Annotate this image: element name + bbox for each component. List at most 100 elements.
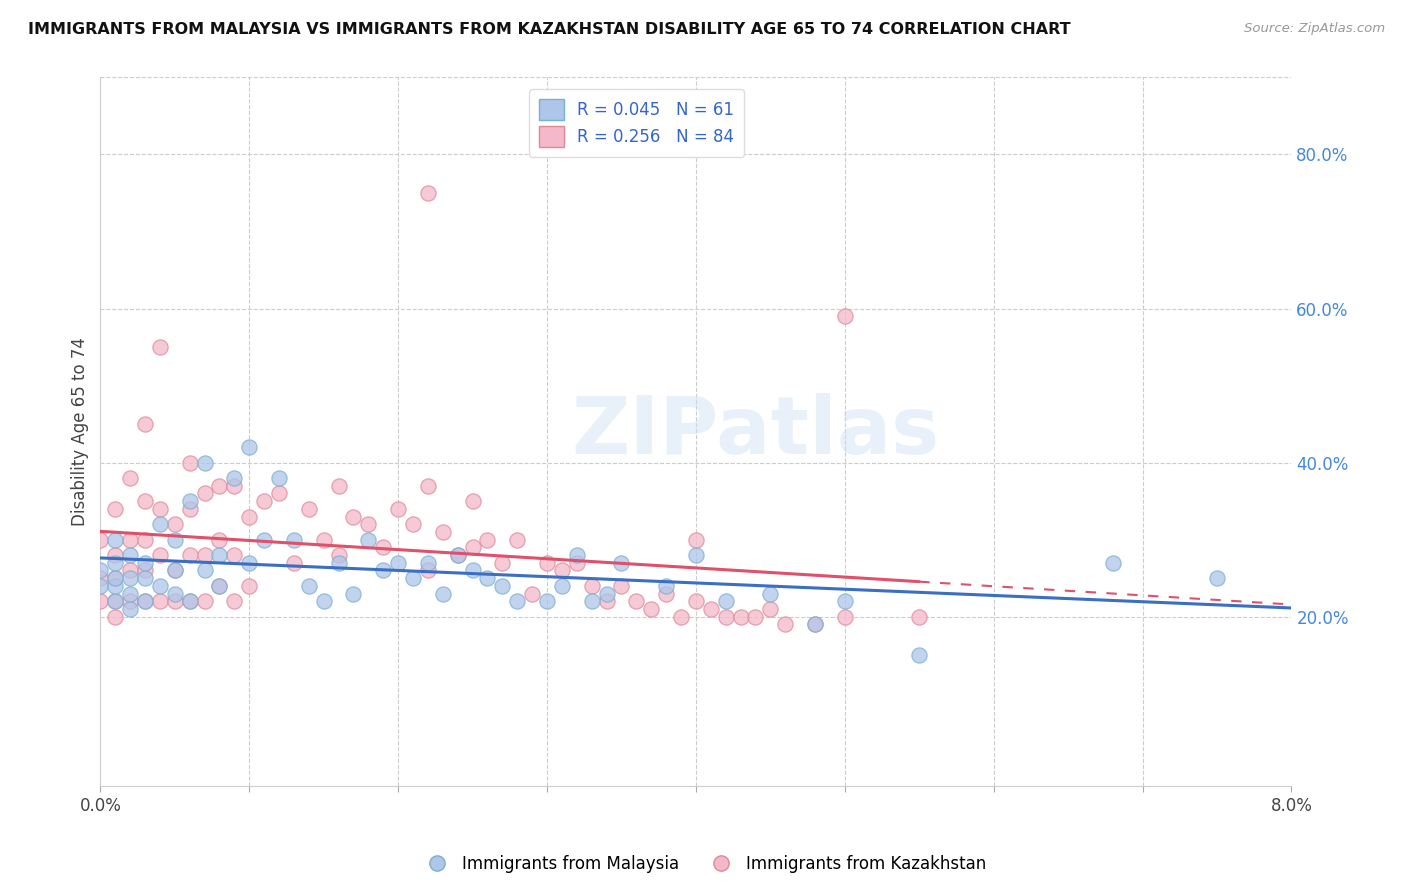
Point	[1101, 556, 1123, 570]
Point	[834, 594, 856, 608]
Point	[581, 579, 603, 593]
Point	[89, 571, 111, 585]
Point	[104, 501, 127, 516]
Point	[416, 564, 439, 578]
Point	[120, 533, 142, 547]
Point	[416, 186, 439, 200]
Point	[283, 556, 305, 570]
Point	[610, 556, 633, 570]
Point	[402, 517, 425, 532]
Text: Source: ZipAtlas.com: Source: ZipAtlas.com	[1244, 22, 1385, 36]
Point	[224, 479, 246, 493]
Point	[685, 594, 707, 608]
Point	[595, 594, 617, 608]
Point	[224, 548, 246, 562]
Point	[357, 517, 380, 532]
Point	[655, 579, 678, 593]
Point	[149, 517, 172, 532]
Point	[267, 471, 290, 485]
Point	[312, 594, 335, 608]
Point	[149, 501, 172, 516]
Point	[477, 571, 499, 585]
Point	[120, 571, 142, 585]
Point	[328, 479, 350, 493]
Point	[655, 586, 678, 600]
Point	[179, 456, 201, 470]
Point	[640, 602, 662, 616]
Point	[104, 609, 127, 624]
Y-axis label: Disability Age 65 to 74: Disability Age 65 to 74	[72, 337, 89, 526]
Legend: Immigrants from Malaysia, Immigrants from Kazakhstan: Immigrants from Malaysia, Immigrants fro…	[413, 848, 993, 880]
Point	[581, 594, 603, 608]
Text: IMMIGRANTS FROM MALAYSIA VS IMMIGRANTS FROM KAZAKHSTAN DISABILITY AGE 65 TO 74 C: IMMIGRANTS FROM MALAYSIA VS IMMIGRANTS F…	[28, 22, 1071, 37]
Point	[461, 494, 484, 508]
Point	[551, 564, 574, 578]
Point	[610, 579, 633, 593]
Point	[342, 586, 364, 600]
Point	[1206, 571, 1229, 585]
Point	[416, 479, 439, 493]
Point	[520, 586, 543, 600]
Point	[89, 564, 111, 578]
Point	[342, 509, 364, 524]
Point	[120, 602, 142, 616]
Point	[328, 556, 350, 570]
Point	[149, 594, 172, 608]
Point	[373, 541, 395, 555]
Point	[759, 586, 782, 600]
Point	[104, 548, 127, 562]
Point	[104, 533, 127, 547]
Point	[104, 556, 127, 570]
Point	[163, 564, 186, 578]
Point	[238, 579, 260, 593]
Point	[89, 594, 111, 608]
Point	[238, 509, 260, 524]
Point	[208, 548, 231, 562]
Point	[194, 486, 217, 500]
Point	[134, 494, 156, 508]
Point	[834, 609, 856, 624]
Point	[194, 548, 217, 562]
Point	[491, 556, 513, 570]
Point	[253, 533, 276, 547]
Point	[447, 548, 470, 562]
Point	[179, 548, 201, 562]
Point	[89, 533, 111, 547]
Point	[461, 564, 484, 578]
Point	[373, 564, 395, 578]
Point	[669, 609, 692, 624]
Point	[565, 548, 588, 562]
Point	[536, 594, 558, 608]
Point	[179, 494, 201, 508]
Point	[163, 594, 186, 608]
Point	[626, 594, 648, 608]
Point	[744, 609, 766, 624]
Point	[194, 456, 217, 470]
Point	[238, 440, 260, 454]
Point	[208, 533, 231, 547]
Point	[208, 579, 231, 593]
Point	[163, 586, 186, 600]
Point	[714, 594, 737, 608]
Point	[120, 586, 142, 600]
Point	[685, 548, 707, 562]
Point	[908, 648, 931, 663]
Point	[267, 486, 290, 500]
Point	[773, 617, 796, 632]
Point	[461, 541, 484, 555]
Point	[685, 533, 707, 547]
Point	[224, 594, 246, 608]
Point	[149, 340, 172, 354]
Point	[312, 533, 335, 547]
Point	[104, 571, 127, 585]
Point	[357, 533, 380, 547]
Point	[565, 556, 588, 570]
Point	[804, 617, 827, 632]
Text: ZIPatlas: ZIPatlas	[571, 392, 939, 471]
Point	[120, 564, 142, 578]
Point	[134, 571, 156, 585]
Point	[179, 501, 201, 516]
Point	[595, 586, 617, 600]
Point	[402, 571, 425, 585]
Point	[163, 517, 186, 532]
